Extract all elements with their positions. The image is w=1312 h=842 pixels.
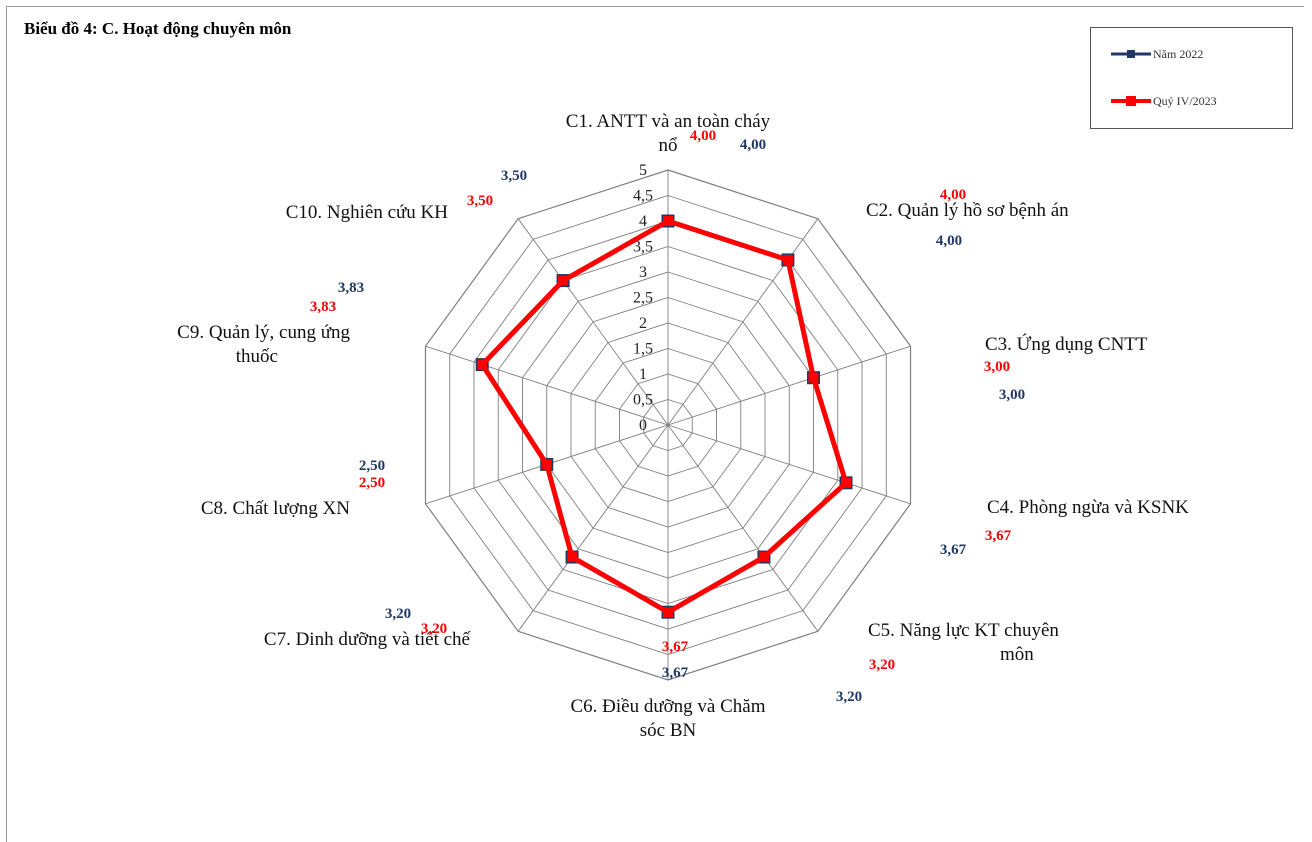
data-point-2023 <box>558 275 569 286</box>
category-label: môn <box>1000 644 1034 665</box>
category-label: C6. Điều dưỡng và Chăm <box>570 696 765 717</box>
value-label-2023: 3,20 <box>869 657 895 673</box>
category-label: C5. Năng lực KT chuyên <box>868 620 1059 641</box>
legend-label-2022: Năm 2022 <box>1153 46 1204 61</box>
tick-label: 4,5 <box>633 188 653 205</box>
value-label-2023: 3,50 <box>467 193 493 209</box>
value-label-2022: 4,00 <box>936 233 962 249</box>
value-label-2022: 3,00 <box>999 387 1025 403</box>
value-label-2022: 3,67 <box>662 665 689 681</box>
category-label: C4. Phòng ngừa và KSNK <box>987 497 1189 518</box>
value-label-2022: 4,00 <box>740 137 766 153</box>
value-label-2022: 3,20 <box>385 606 411 622</box>
tick-label: 0 <box>639 417 647 434</box>
radar-value-labels: 4,00 4,00 4,00 4,00 3,00 3,00 3,67 3,67 3,20 3,20… <box>310 128 1025 705</box>
tick-label: 0,5 <box>633 392 653 409</box>
tick-label: 3,5 <box>633 239 653 256</box>
grid-spoke <box>667 345 911 426</box>
tick-label: 1,5 <box>633 341 653 358</box>
tick-label: 4 <box>639 213 647 230</box>
category-label: C8. Chất lượng XN <box>201 498 350 519</box>
grid-spoke <box>667 424 911 505</box>
value-label-2022: 3,20 <box>836 689 862 705</box>
radar-tick-labels: 0 0,5 1 1,5 2 2,5 3 3,5 4 4,5 5 <box>633 162 653 434</box>
category-label: nổ <box>659 135 678 156</box>
chart-title: Biểu đồ 4: C. Hoạt động chuyên môn <box>24 19 292 38</box>
data-point-2023 <box>477 359 488 370</box>
data-point-2023 <box>782 254 793 265</box>
category-label: C3. Ứng dụng CNTT <box>985 333 1148 355</box>
value-label-2022: 3,67 <box>940 542 967 558</box>
tick-label: 2,5 <box>633 290 653 307</box>
grid-spoke <box>667 218 819 426</box>
data-point-2023 <box>663 607 673 618</box>
value-label-2023: 3,83 <box>310 299 336 315</box>
legend-swatch-2022 <box>1111 50 1151 58</box>
grid-spoke <box>425 345 669 426</box>
value-label-2023: 3,67 <box>662 639 689 655</box>
value-label-2023: 3,00 <box>984 359 1010 375</box>
tick-label: 5 <box>639 162 647 179</box>
value-label-2022: 3,50 <box>501 168 527 184</box>
grid-spoke <box>517 424 669 632</box>
value-label-2022: 2,50 <box>359 458 385 474</box>
value-label-2022: 3,83 <box>338 280 364 296</box>
category-label: C7. Dinh dưỡng và tiết chế <box>264 629 471 650</box>
chart-frame <box>6 6 1304 842</box>
value-label-2023: 3,20 <box>421 621 447 637</box>
value-label-2023: 2,50 <box>359 475 385 491</box>
legend-swatch-2023 <box>1111 96 1151 106</box>
legend-label-2023: Quý IV/2023 <box>1153 93 1217 108</box>
tick-label: 3 <box>639 264 647 281</box>
category-label: C1. ANTT và an toàn cháy <box>566 111 771 132</box>
legend-item-2023: Quý IV/2023 <box>1111 91 1217 111</box>
radar-grid <box>424 169 912 681</box>
tick-label: 2 <box>639 315 647 332</box>
category-label: C10. Nghiên cứu KH <box>286 202 449 223</box>
radar-series <box>475 214 853 619</box>
data-point-2023 <box>841 477 852 488</box>
series-line-2023 <box>479 218 849 615</box>
data-point-2023 <box>541 459 552 470</box>
grid-spoke <box>667 424 819 632</box>
radar-category-labels: C1. ANTT và an toàn cháy nổ C2. Quản lý hồ… <box>177 111 1189 741</box>
value-label-2023: 3,67 <box>985 528 1012 544</box>
data-point-2023 <box>567 552 578 563</box>
category-label: thuốc <box>236 346 278 367</box>
data-point-2023 <box>663 216 673 226</box>
data-point-2023 <box>808 372 819 383</box>
value-label-2023: 4,00 <box>690 128 716 144</box>
category-label: C2. Quản lý hồ sơ bệnh án <box>866 200 1069 221</box>
category-label: sóc BN <box>640 720 697 741</box>
grid-spoke <box>517 218 669 426</box>
value-label-2023: 4,00 <box>940 187 966 203</box>
category-label: C9. Quản lý, cung ứng <box>177 322 350 343</box>
chart-legend: Năm 2022 Quý IV/2023 <box>1090 27 1293 129</box>
tick-label: 1 <box>639 366 647 383</box>
legend-item-2022: Năm 2022 <box>1111 44 1203 64</box>
data-point-2023 <box>758 552 769 563</box>
